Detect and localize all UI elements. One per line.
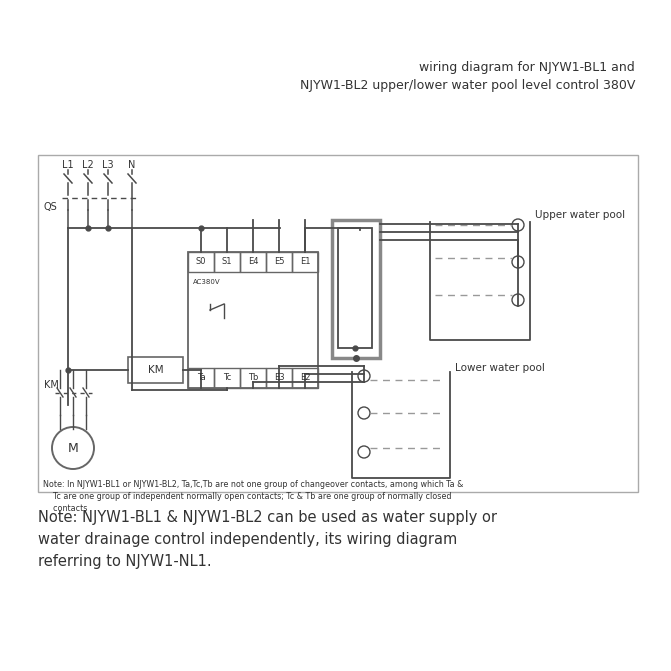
Bar xyxy=(188,252,318,388)
Text: contacts: contacts xyxy=(43,504,87,513)
Text: QS: QS xyxy=(44,202,58,212)
Bar xyxy=(240,252,266,272)
Bar xyxy=(188,368,214,388)
Text: E2: E2 xyxy=(300,374,310,382)
Text: L2: L2 xyxy=(82,160,94,170)
Bar xyxy=(338,228,372,348)
Text: Tc are one group of independent normally open contacts; Tc & Tb are one group of: Tc are one group of independent normally… xyxy=(43,492,452,501)
Text: Tc: Tc xyxy=(223,374,231,382)
Text: KM: KM xyxy=(44,380,59,390)
Text: Note: NJYW1-BL1 & NJYW1-BL2 can be used as water supply or
water drainage contro: Note: NJYW1-BL1 & NJYW1-BL2 can be used … xyxy=(38,510,497,570)
Bar xyxy=(292,368,318,388)
Text: Note: In NJYW1-BL1 or NJYW1-BL2, Ta,Tc,Tb are not one group of changeover contac: Note: In NJYW1-BL1 or NJYW1-BL2, Ta,Tc,T… xyxy=(43,480,464,489)
Bar xyxy=(266,252,292,272)
Text: AC380V: AC380V xyxy=(193,279,221,285)
Text: S1: S1 xyxy=(221,258,232,266)
Bar xyxy=(292,252,318,272)
Bar xyxy=(214,252,240,272)
Text: E4: E4 xyxy=(248,258,258,266)
Text: KM: KM xyxy=(148,365,163,375)
Text: Ta: Ta xyxy=(197,374,205,382)
Text: E1: E1 xyxy=(300,258,310,266)
Text: L3: L3 xyxy=(102,160,114,170)
Text: Upper water pool: Upper water pool xyxy=(535,210,625,220)
Bar xyxy=(240,368,266,388)
Text: NJYW1-BL2 upper/lower water pool level control 380V: NJYW1-BL2 upper/lower water pool level c… xyxy=(300,79,635,93)
Text: E3: E3 xyxy=(274,374,285,382)
Text: Tb: Tb xyxy=(248,374,258,382)
Bar xyxy=(128,357,183,383)
Bar xyxy=(214,368,240,388)
Text: M: M xyxy=(68,442,79,454)
Text: L1: L1 xyxy=(62,160,74,170)
Text: N: N xyxy=(128,160,136,170)
Text: S0: S0 xyxy=(196,258,206,266)
Bar xyxy=(332,220,380,358)
Text: E5: E5 xyxy=(274,258,285,266)
Text: wiring diagram for NJYW1-BL1 and: wiring diagram for NJYW1-BL1 and xyxy=(419,62,635,74)
Bar xyxy=(188,252,214,272)
Bar xyxy=(38,155,638,492)
Text: Lower water pool: Lower water pool xyxy=(455,363,545,373)
Bar xyxy=(266,368,292,388)
